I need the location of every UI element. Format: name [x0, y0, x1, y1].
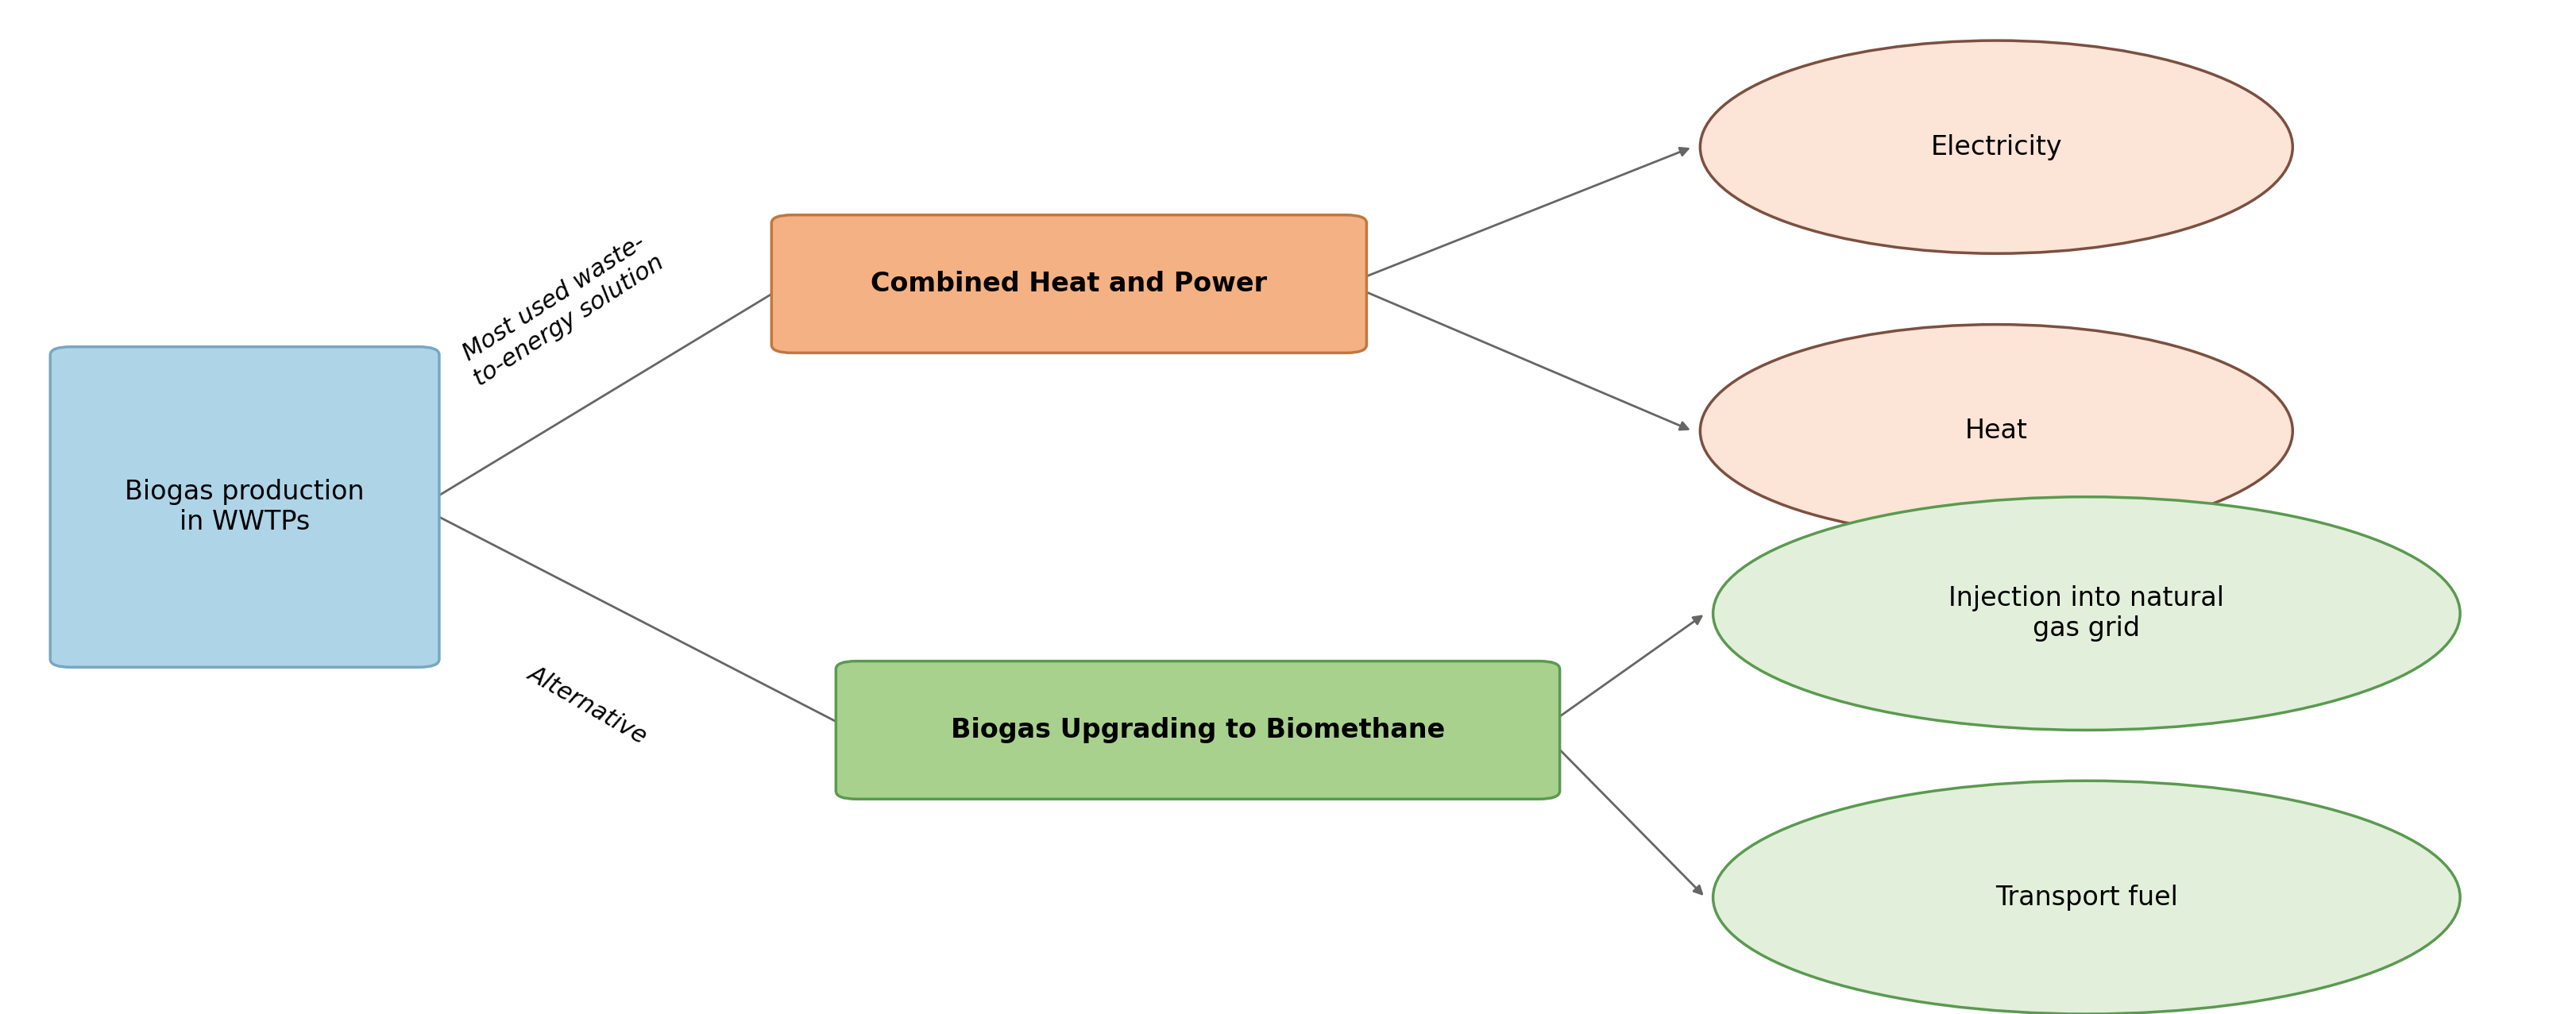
- FancyBboxPatch shape: [835, 661, 1558, 799]
- Text: Injection into natural
gas grid: Injection into natural gas grid: [1950, 585, 2223, 642]
- Text: Heat: Heat: [1965, 418, 2027, 444]
- Text: Transport fuel: Transport fuel: [1996, 884, 2177, 911]
- Text: Biogas production
in WWTPs: Biogas production in WWTPs: [124, 479, 366, 535]
- FancyBboxPatch shape: [52, 347, 438, 667]
- Text: Combined Heat and Power: Combined Heat and Power: [871, 271, 1267, 297]
- Text: Most used waste-
to-energy solution: Most used waste- to-energy solution: [456, 228, 667, 390]
- Text: Biogas Upgrading to Biomethane: Biogas Upgrading to Biomethane: [951, 717, 1445, 743]
- Text: Electricity: Electricity: [1929, 134, 2063, 160]
- Text: Alternative: Alternative: [523, 661, 652, 748]
- Ellipse shape: [1700, 41, 2293, 254]
- Ellipse shape: [1713, 781, 2460, 1014]
- Ellipse shape: [1713, 497, 2460, 730]
- FancyBboxPatch shape: [773, 215, 1365, 353]
- Ellipse shape: [1700, 324, 2293, 537]
